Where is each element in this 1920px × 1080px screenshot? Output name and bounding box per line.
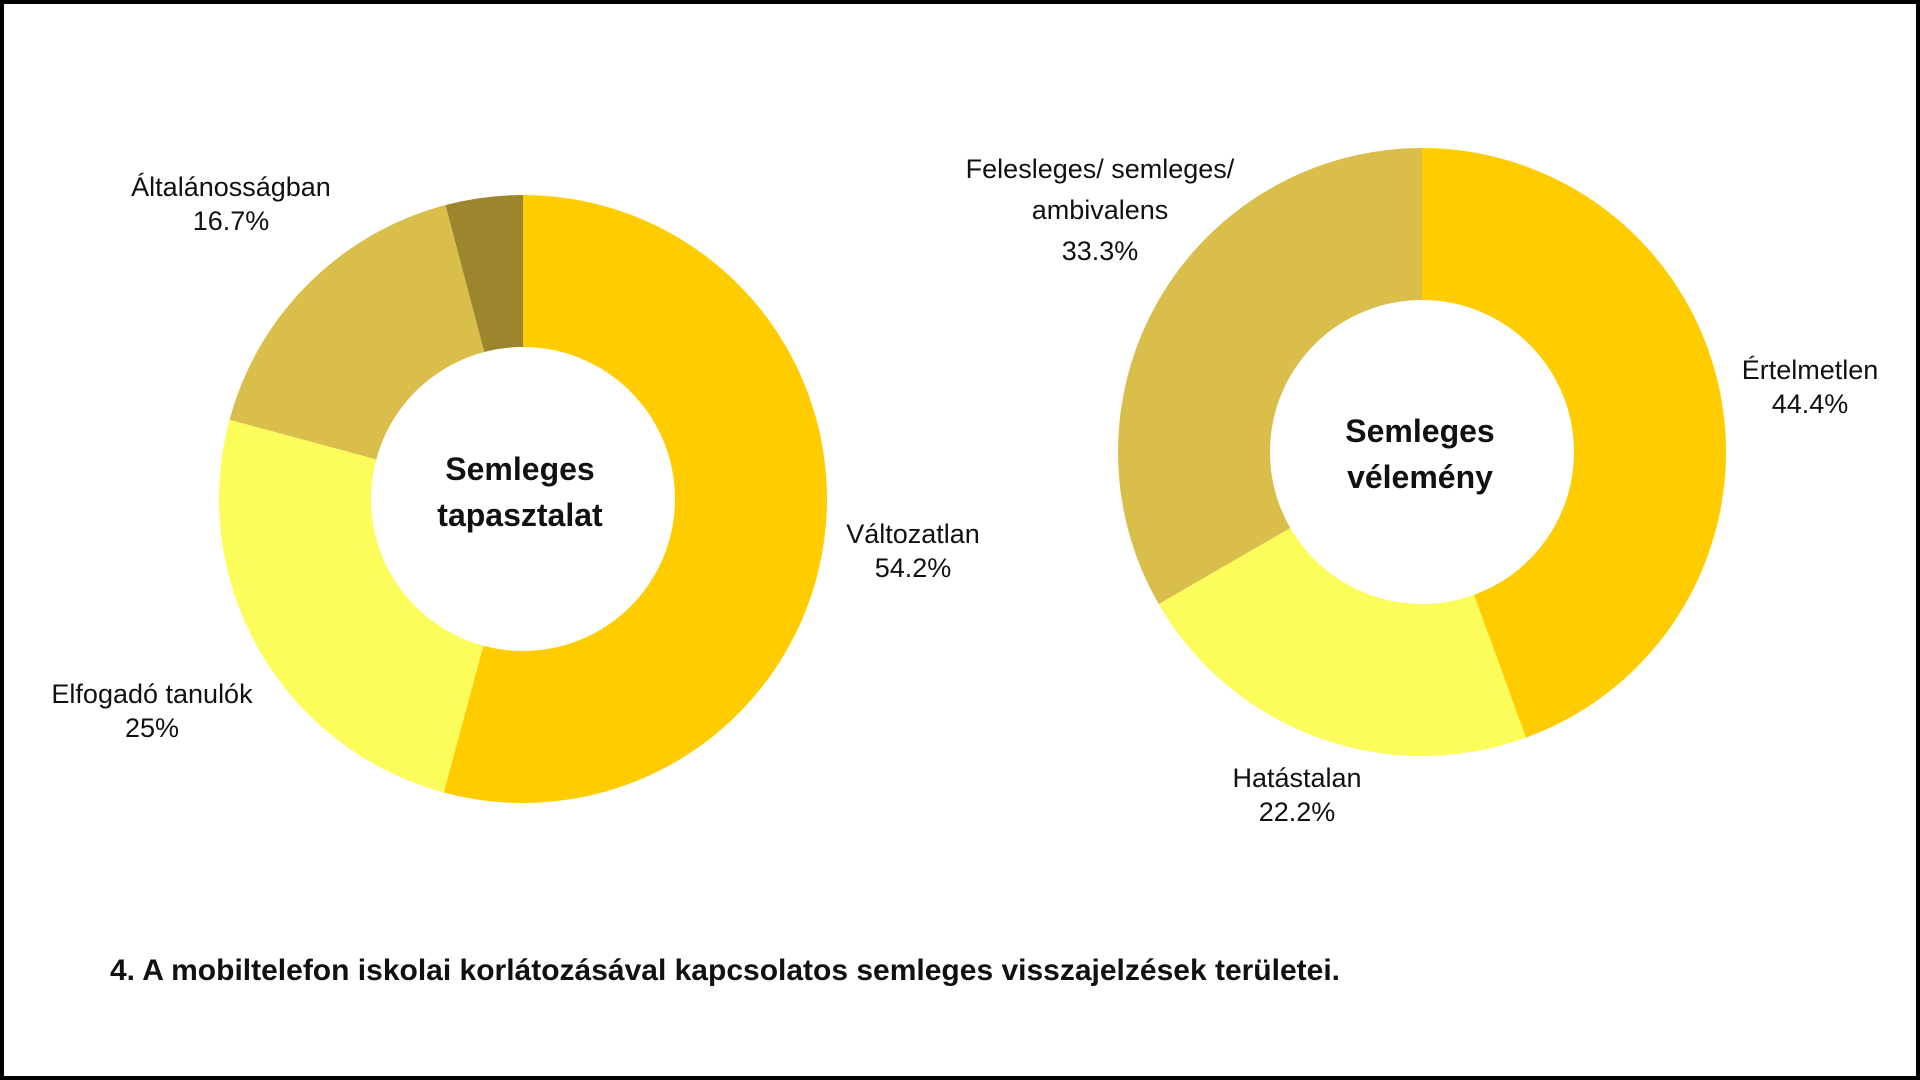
slice-label-elfogado: Elfogadó tanulók 25% bbox=[51, 677, 252, 745]
slice-label-value: 16.7% bbox=[192, 206, 270, 236]
slice-label-name: Változatlan bbox=[846, 519, 980, 549]
slice-label-ertelmetlen: Értelmetlen 44.4% bbox=[1742, 353, 1879, 421]
donut-slice-0-2 bbox=[229, 205, 485, 460]
slice-label-value: 25% bbox=[124, 713, 180, 743]
donut-slice-1-1 bbox=[1158, 528, 1526, 757]
slice-label-felesleges: Felesleges/ semleges/ ambivalens 33.3% bbox=[940, 149, 1260, 272]
slice-label-value: 54.2% bbox=[874, 553, 952, 583]
slice-label-name: Általánosságban bbox=[131, 172, 331, 202]
figure-caption: 4. A mobiltelefon iskolai korlátozásával… bbox=[110, 954, 1340, 987]
donut-slice-0-0 bbox=[443, 195, 827, 803]
donut-slice-0-1 bbox=[218, 419, 484, 793]
slice-label-name: Hatástalan bbox=[1232, 763, 1362, 793]
slice-label-altalanossagban: Általánosságban 16.7% bbox=[131, 170, 331, 238]
donut-center-label-velemeny: Semleges vélemény bbox=[1345, 413, 1495, 495]
donut-slice-1-2 bbox=[1118, 148, 1422, 604]
slice-label-value: 44.4% bbox=[1771, 389, 1849, 419]
slice-label-hatastalan: Hatástalan 22.2% bbox=[1232, 761, 1361, 829]
slice-label-valtozatlan: Változatlan 54.2% bbox=[846, 517, 980, 585]
slice-label-value: 22.2% bbox=[1258, 797, 1336, 827]
donut-slice-1-0 bbox=[1422, 148, 1726, 738]
donut-slice-0-3 bbox=[445, 195, 523, 353]
slice-label-name: Felesleges/ semleges/ ambivalens bbox=[965, 154, 1235, 225]
slice-label-value: 33.3% bbox=[1061, 236, 1139, 266]
slice-label-name: Elfogadó tanulók bbox=[51, 679, 253, 709]
donut-center-label-tapasztalat: Semleges tapasztalat bbox=[437, 451, 603, 533]
donut-charts bbox=[218, 148, 1726, 803]
slice-label-name: Értelmetlen bbox=[1741, 355, 1879, 385]
